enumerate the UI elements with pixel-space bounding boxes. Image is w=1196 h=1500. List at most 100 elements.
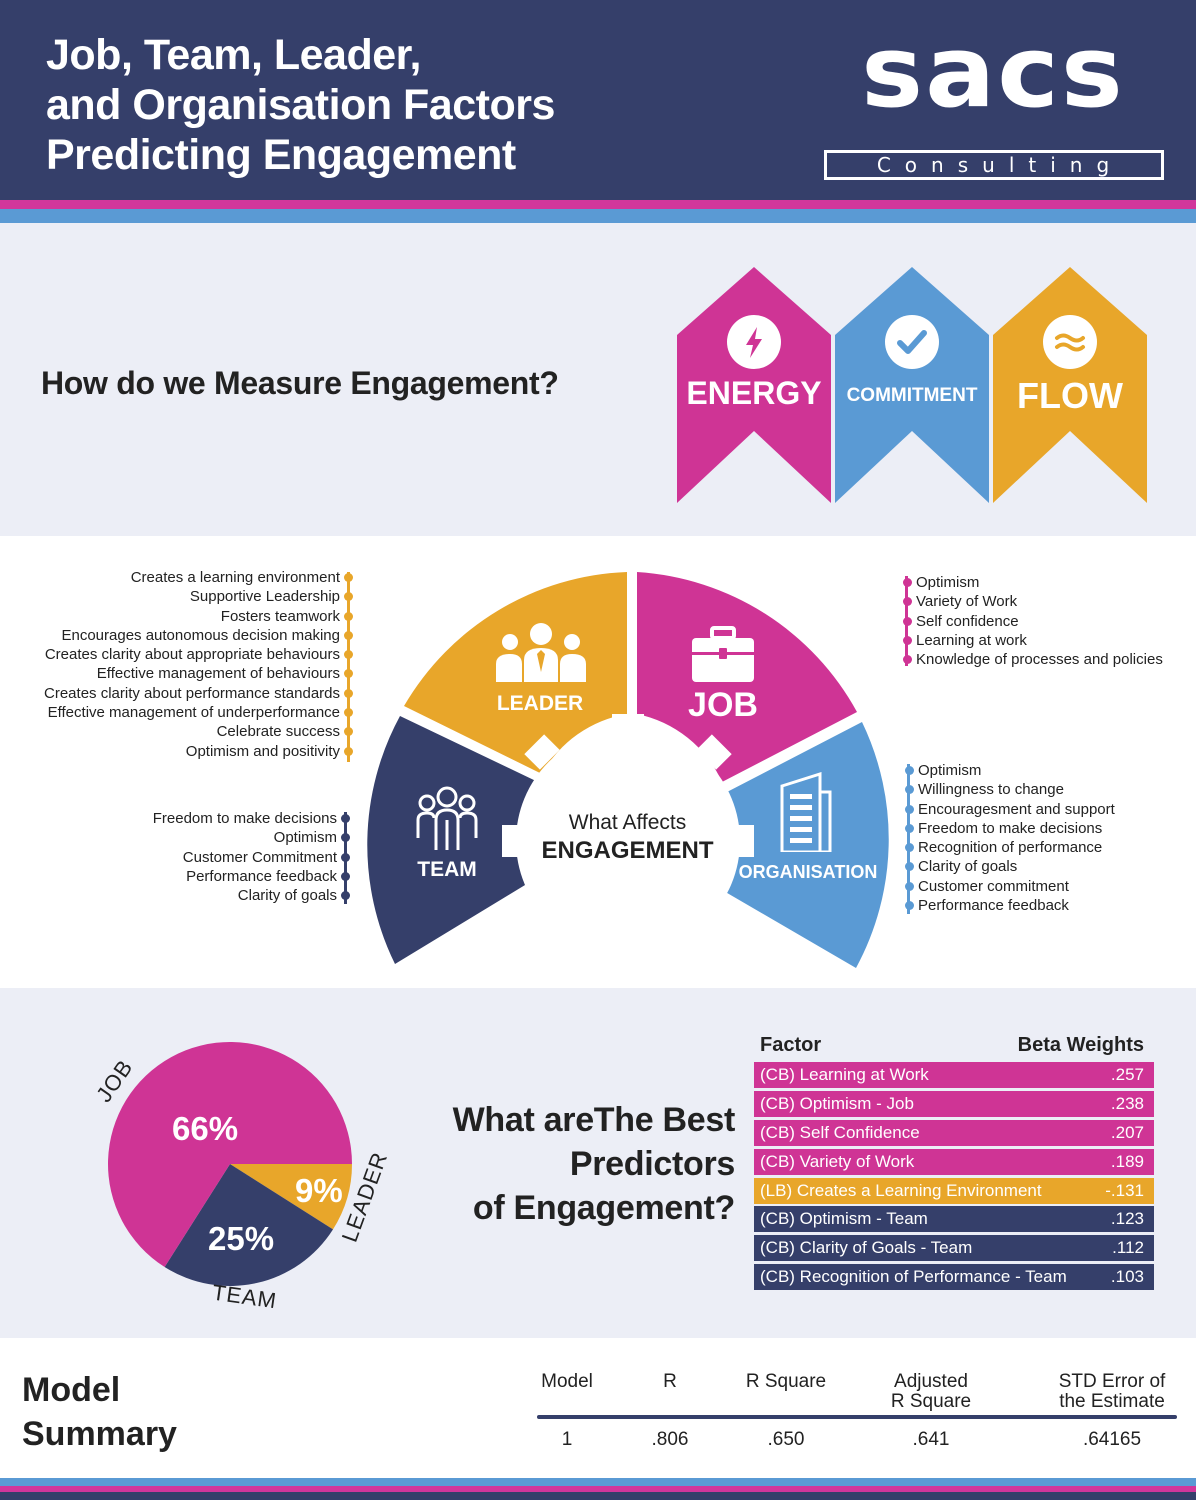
list-item: Customer commitment [905, 877, 1115, 896]
factor-cell: (LB) Creates a Learning Environment [760, 1180, 1042, 1200]
bullet-dot [344, 592, 353, 602]
bullet-dot [905, 862, 914, 872]
flow-label: FLOW [1017, 375, 1123, 416]
team-people-icon [414, 786, 480, 857]
beta-column-header: Beta Weights [1017, 1034, 1144, 1056]
list-item-text: Recognition of performance [918, 839, 1103, 857]
list-item: Knowledge of processes and policies [903, 650, 1163, 669]
predictors-section: 66% 25% 9% JOB TEAM LEADER What areThe B… [0, 988, 1196, 1338]
beta-cell: .238 [1110, 1093, 1144, 1113]
page-title-line: Predicting Engagement [46, 131, 516, 179]
predictors-heading-line: What areThe Best [452, 1101, 736, 1139]
list-item-text: Freedom to make decisions [152, 810, 337, 827]
summary-value-cell: .64165 [1082, 1429, 1142, 1450]
bullet-dot [905, 823, 914, 833]
leader-list: Creates a learning environment Supportive… [44, 568, 353, 761]
beta-table-row: (CB) Learning at Work .257 [754, 1062, 1154, 1088]
donut-segment-organisation [722, 722, 889, 968]
list-item: Clarity of goals [905, 857, 1115, 876]
building-icon [776, 771, 834, 857]
beta-table-row: (CB) Clarity of Goals - Team .112 [754, 1235, 1154, 1262]
bullet-dot [344, 630, 353, 640]
beta-table-row: (CB) Optimism - Job .238 [754, 1090, 1154, 1117]
list-item: Learning at work [903, 631, 1163, 650]
list-item-text: Clarity of goals [237, 887, 337, 905]
factor-cell: (CB) Optimism - Team [760, 1209, 928, 1229]
logo-wordmark: sacs [861, 14, 1125, 130]
list-item: Effective management of underperformance [44, 703, 353, 722]
team-label: TEAM [417, 858, 477, 881]
list-item: Encouragesment and support [905, 800, 1115, 819]
pie-label-team: 25% [208, 1220, 275, 1257]
bullet-dot [344, 611, 353, 621]
list-item-text: Effective management of behaviours [96, 665, 340, 683]
page-title-line: Job, Team, Leader, [46, 31, 421, 79]
center-label-line2: ENGAGEMENT [541, 837, 714, 864]
list-item: Fosters teamwork [44, 607, 353, 626]
list-item: Optimism and positivity [44, 742, 353, 761]
banner-shape [835, 267, 989, 503]
measure-section: How do we Measure Engagement? ENERGY COM… [0, 223, 1196, 536]
divider-stripe [0, 200, 1196, 209]
model-summary-section: Model Summary Model 1 R .806 R Square .650 Adj… [0, 1338, 1196, 1478]
summary-title-line: Summary [22, 1415, 177, 1453]
list-item-text: Supportive Leadership [189, 588, 340, 606]
header: Job, Team, Leader, and Organisation Fact… [0, 0, 1196, 200]
summary-value-cell: .641 [912, 1429, 950, 1450]
list-item: Freedom to make decisions [152, 809, 350, 828]
center-label-line1: What Affects [568, 811, 687, 834]
summary-title: Model Summary [22, 1368, 177, 1456]
divider-stripe [0, 1478, 1196, 1486]
measure-heading: How do we Measure Engagement? [41, 365, 559, 401]
bullet-dot [341, 871, 350, 881]
list-item-text: Freedom to make decisions [918, 819, 1103, 837]
list-item-text: Learning at work [916, 631, 1027, 649]
beta-table-row: (CB) Recognition of Performance - Team .1… [754, 1264, 1154, 1291]
summary-header-cell: R [663, 1371, 677, 1392]
list-item-text: Performance feedback [918, 897, 1069, 915]
predictors-heading-line: Predictors [569, 1145, 735, 1183]
factor-cell: (CB) Self Confidence [760, 1122, 920, 1142]
pie-slice-leader [230, 1164, 352, 1230]
pie-chart [108, 1042, 353, 1286]
bullet-dot [341, 852, 350, 862]
summary-value-cell: 1 [561, 1429, 573, 1450]
factor-cell: (CB) Learning at Work [760, 1065, 929, 1084]
beta-cell: .123 [1110, 1209, 1144, 1229]
factor-cell: (CB) Recognition of Performance - Team [760, 1267, 1067, 1287]
list-item: Self confidence [903, 612, 1163, 631]
pie-label-job: 66% [172, 1110, 239, 1147]
donut-segment-team [367, 716, 538, 964]
list-item-text: Knowledge of processes and policies [916, 651, 1163, 669]
list-item-text: Optimism and positivity [185, 742, 340, 760]
list-item-text: Effective management of underperformance [47, 704, 340, 722]
job-list: Optimism Variety of Work Self confidence Le… [903, 573, 1163, 669]
divider-stripe [0, 1492, 1196, 1500]
list-item-text: Willingness to change [918, 781, 1064, 799]
leader-list-line [347, 572, 350, 762]
bullet-dot [344, 688, 353, 698]
list-item: Optimism [905, 761, 1115, 780]
list-item-text: Variety of Work [916, 593, 1018, 611]
job-label: JOB [688, 686, 758, 724]
bullet-dot [341, 891, 350, 901]
beta-table-row: (CB) Optimism - Team .123 [754, 1206, 1154, 1233]
list-item: Effective management of behaviours [44, 664, 353, 683]
list-item-text: Optimism [273, 829, 337, 847]
team-list: Freedom to make decisions Optimism Custome… [152, 809, 350, 905]
list-item-text: Encourages autonomous decision making [61, 626, 340, 644]
page-title-line: and Organisation Factors [46, 81, 555, 129]
bullet-dot [341, 814, 350, 823]
list-item-text: Creates a learning environment [130, 569, 340, 586]
summary-header-cell: STD Error of the Estimate [1058, 1371, 1166, 1412]
list-item: Variety of Work [903, 592, 1163, 611]
checkmark-icon [885, 315, 939, 369]
summary-rule [537, 1415, 1177, 1419]
energy-label: ENERGY [686, 375, 822, 411]
logo-subtitle: Consulting [824, 150, 1164, 180]
bullet-dot [905, 901, 914, 911]
list-item-text: Optimism [918, 762, 982, 779]
bullet-dot [344, 746, 353, 756]
banner-shape [677, 267, 831, 503]
bullet-dot [903, 597, 912, 607]
